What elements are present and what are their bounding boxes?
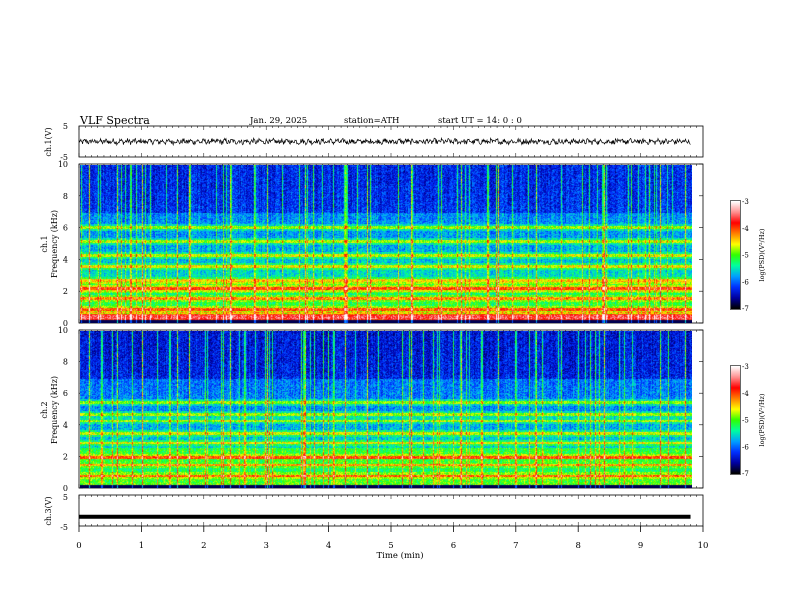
ch1-spectrogram-image xyxy=(80,165,692,323)
ch1-ytick-bottom: -5 xyxy=(60,153,68,162)
colorbar-tick-label: -7 xyxy=(742,470,749,478)
freq-tick-label: 10 xyxy=(58,160,68,169)
time-axis-label: Time (min) xyxy=(376,550,423,561)
x-tick-label: 5 xyxy=(388,541,393,551)
colorbar-tick-label: -5 xyxy=(742,417,749,425)
x-tick-label: 8 xyxy=(575,541,580,551)
ch1-spec-ylabel-freq: Frequency (kHz) xyxy=(50,210,59,278)
x-tick-label: 2 xyxy=(201,541,206,551)
ch2-spectrogram-image xyxy=(80,331,692,488)
ch1-ytick-top: 5 xyxy=(63,122,68,131)
freq-tick-label: 8 xyxy=(63,358,68,367)
colorbar-tick-label: -7 xyxy=(742,305,749,313)
ch1-spec-yticks: 10 8 6 4 2 0 xyxy=(58,160,703,328)
colorbar-label: log(PSD)(V²/Hz) xyxy=(758,228,766,281)
x-tick-label: 6 xyxy=(451,541,456,551)
ch3-panel: 5 -5 ch.3(V) xyxy=(44,493,704,532)
x-tick-label: 10 xyxy=(698,541,709,551)
freq-tick-label: 2 xyxy=(63,452,68,461)
colorbar-tick-label: -3 xyxy=(742,363,749,371)
freq-tick-label: 8 xyxy=(63,192,68,201)
ch1-ylabel: ch.1(V) xyxy=(44,127,53,156)
colorbar-tick-label: -6 xyxy=(742,278,749,286)
ch3-ylabel: ch.3(V) xyxy=(44,496,53,525)
ch2-colorbar: -3 -4 -5 -6 -7 log(PSD)(V²/Hz) xyxy=(730,363,766,478)
colorbar-frame xyxy=(730,365,741,475)
freq-tick-label: 4 xyxy=(63,255,68,264)
ch2-colorbar-gradient xyxy=(731,366,740,474)
ch1-colorbar: -3 -4 -5 -6 -7 log(PSD)(V²/Hz) xyxy=(730,198,766,313)
ch2-spec-ylabel-freq: Frequency (kHz) xyxy=(50,376,59,444)
x-tick-label: 9 xyxy=(638,541,643,551)
freq-tick-label: 6 xyxy=(63,224,68,233)
ch1-waveform-trace xyxy=(78,136,691,147)
freq-tick-label: 10 xyxy=(58,326,68,335)
freq-tick-label: 0 xyxy=(63,319,68,328)
ch3-frame xyxy=(78,494,704,527)
colorbar-tick-label: -4 xyxy=(742,225,749,233)
freq-tick-label: 4 xyxy=(63,421,68,430)
ch2-spec-ylabel-ch: ch.2 xyxy=(40,401,49,418)
ch1-panel: 5 -5 ch.1(V) xyxy=(44,122,704,162)
colorbar-label: log(PSD)(V²/Hz) xyxy=(758,393,766,446)
figure-title: VLF Spectra xyxy=(79,114,150,127)
x-tick-label: 0 xyxy=(76,541,81,551)
freq-tick-label: 2 xyxy=(63,287,68,296)
ch3-ytick-top: 5 xyxy=(63,493,68,502)
freq-tick-label: 0 xyxy=(63,484,68,493)
start-time-label: start UT = 14: 0 : 0 xyxy=(438,116,522,126)
colorbar-tick-label: -4 xyxy=(742,390,749,398)
date-label: Jan. 29, 2025 xyxy=(249,116,307,126)
colorbar-tick-label: -5 xyxy=(742,252,749,260)
colorbar-tick-label: -3 xyxy=(742,198,749,206)
x-tick-label: 4 xyxy=(326,541,331,551)
x-tick-label: 3 xyxy=(263,541,268,551)
station-label: station=ATH xyxy=(344,116,399,126)
colorbar-tick-label: -6 xyxy=(742,443,749,451)
x-tick-label: 1 xyxy=(139,541,144,551)
ch1-spec-ylabel-ch: ch.1 xyxy=(40,235,49,252)
colorbar-frame xyxy=(730,200,741,310)
ch1-colorbar-gradient xyxy=(731,201,740,309)
x-tick-label: 7 xyxy=(513,541,518,551)
ch3-ytick-bottom: -5 xyxy=(60,523,68,532)
freq-tick-label: 6 xyxy=(63,389,68,398)
